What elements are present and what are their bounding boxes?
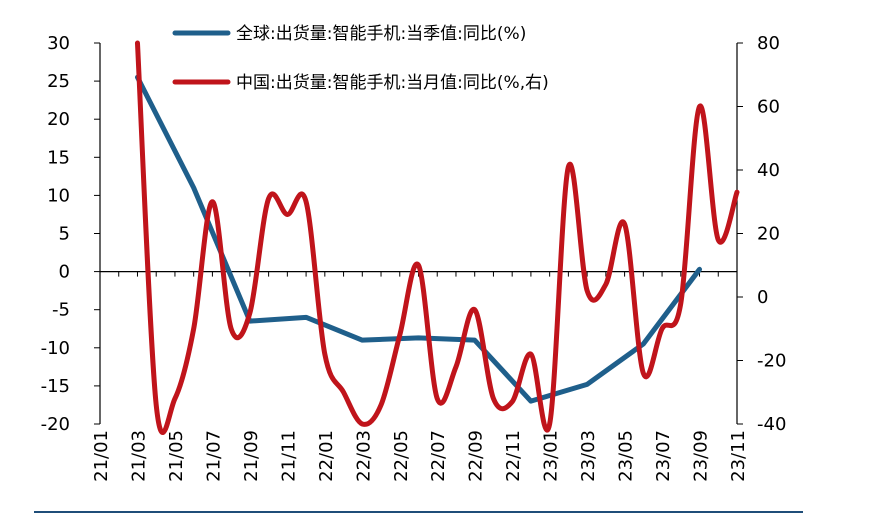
left-tick-label: 20 xyxy=(47,109,70,130)
x-tick-label: 23/03 xyxy=(578,430,599,482)
right-tick-label: 60 xyxy=(757,97,780,118)
left-tick-label: 30 xyxy=(47,33,70,54)
x-tick-label: 21/05 xyxy=(166,430,187,482)
right-tick-label: -40 xyxy=(757,414,786,435)
x-tick-label: 21/11 xyxy=(278,430,299,482)
right-tick-label: 0 xyxy=(757,287,768,308)
legend-label-china: 中国:出货量:智能手机:当月值:同比(%,右) xyxy=(236,73,549,93)
x-tick-label: 22/01 xyxy=(316,430,337,482)
right-tick-label: 20 xyxy=(757,224,780,245)
right-tick-label: -20 xyxy=(757,351,786,372)
left-tick-label: -20 xyxy=(41,414,70,435)
x-tick-label: 22/07 xyxy=(428,430,449,482)
x-tick-label: 21/01 xyxy=(91,430,112,482)
x-tick-label: 21/09 xyxy=(241,430,262,482)
right-axis-ticks: 80 60 40 20 0 -20 -40 xyxy=(737,33,786,435)
left-tick-label: -15 xyxy=(41,376,70,397)
series-line-china xyxy=(134,40,740,435)
left-tick-label: -5 xyxy=(52,300,70,321)
left-tick-label: 15 xyxy=(47,147,70,168)
series-line-global xyxy=(134,74,703,404)
x-tick-label: 22/09 xyxy=(466,430,487,482)
x-axis-ticks: 21/01 21/03 21/05 21/07 21/09 21/11 22/01 22/03… xyxy=(91,271,749,482)
x-tick-label: 22/05 xyxy=(391,430,412,482)
left-tick-label: 10 xyxy=(47,185,70,206)
left-tick-label: 25 xyxy=(47,71,70,92)
x-tick-label: 23/09 xyxy=(691,430,712,482)
x-tick-label: 23/01 xyxy=(541,430,562,482)
left-tick-label: -10 xyxy=(41,338,70,359)
x-tick-label: 22/11 xyxy=(503,430,524,482)
x-tick-label: 21/07 xyxy=(203,430,224,482)
x-tick-label: 22/03 xyxy=(353,430,374,482)
x-tick-label: 21/03 xyxy=(128,430,149,482)
left-tick-label: 0 xyxy=(59,262,70,283)
left-tick-label: 5 xyxy=(59,224,70,245)
x-tick-label: 23/05 xyxy=(616,430,637,482)
legend: 全球:出货量:智能手机:当季值:同比(%) 中国:出货量:智能手机:当月值:同比… xyxy=(172,24,549,93)
right-tick-label: 40 xyxy=(757,160,780,181)
left-axis-ticks: 30 25 20 15 10 5 0 -5 -10 -15 -20 xyxy=(41,33,100,435)
x-tick-label: 23/07 xyxy=(653,430,674,482)
legend-label-global: 全球:出货量:智能手机:当季值:同比(%) xyxy=(236,24,526,44)
x-tick-label: 23/11 xyxy=(728,430,749,482)
right-tick-label: 80 xyxy=(757,33,780,54)
